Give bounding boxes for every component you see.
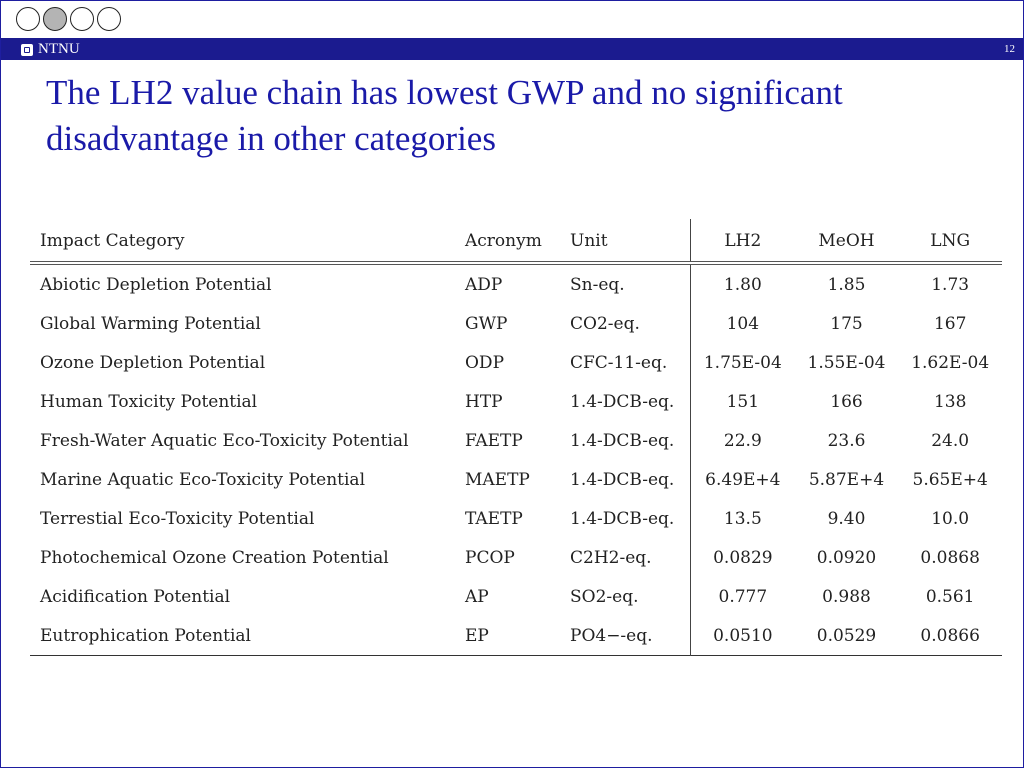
- logo-text: NTNU: [38, 41, 80, 57]
- cell-acronym: FAETP: [465, 430, 523, 451]
- cell-meoh: 9.40: [827, 508, 866, 529]
- table-row: Fresh-Water Aquatic Eco-Toxicity Potenti…: [30, 421, 1002, 460]
- header-lng: LNG: [930, 231, 971, 251]
- header-meoh: MeOH: [818, 231, 875, 251]
- slide-title: The LH2 value chain has lowest GWP and n…: [46, 70, 986, 162]
- table-row: Ozone Depletion Potential ODP CFC-11-eq. 1.…: [30, 343, 1002, 382]
- cell-acronym: HTP: [465, 391, 503, 412]
- nav-circle-icon[interactable]: [16, 7, 40, 31]
- cell-acronym: TAETP: [465, 508, 523, 529]
- ntnu-logo-icon: [21, 43, 33, 56]
- table-row: Abiotic Depletion Potential ADP Sn-eq. 1.80…: [30, 263, 1002, 304]
- cell-lh2: 151: [689, 382, 795, 421]
- cell-lng: 1.73: [931, 274, 970, 295]
- table-row: Eutrophication Potential EP PO4−-eq. 0.0510…: [30, 616, 1002, 656]
- cell-unit: 1.4-DCB-eq.: [570, 430, 675, 451]
- cell-category: Terrestial Eco-Toxicity Potential: [40, 508, 315, 529]
- cell-meoh: 1.55E-04: [807, 352, 886, 373]
- slide-navigation: [16, 7, 121, 31]
- header-lh2: LH2: [689, 219, 795, 263]
- header-bar: NTNU 12: [1, 38, 1023, 60]
- cell-category: Acidification Potential: [40, 586, 231, 607]
- cell-category: Eutrophication Potential: [40, 625, 251, 646]
- table-row: Marine Aquatic Eco-Toxicity Potential MAE…: [30, 460, 1002, 499]
- cell-lh2: 1.75E-04: [689, 343, 795, 382]
- cell-category: Global Warming Potential: [40, 313, 261, 334]
- cell-meoh: 5.87E+4: [808, 469, 885, 490]
- cell-unit: CO2-eq.: [570, 313, 640, 334]
- cell-category: Photochemical Ozone Creation Potential: [40, 547, 389, 568]
- cell-category: Abiotic Depletion Potential: [40, 274, 272, 295]
- table-row: Human Toxicity Potential HTP 1.4-DCB-eq. 15…: [30, 382, 1002, 421]
- cell-lng: 0.0866: [920, 625, 980, 646]
- cell-lng: 167: [933, 313, 967, 334]
- cell-meoh: 0.0529: [816, 625, 877, 646]
- cell-lh2: 1.80: [689, 263, 795, 304]
- cell-unit: 1.4-DCB-eq.: [570, 391, 675, 412]
- table-header-row: Impact Category Acronym Unit LH2 MeOH LN…: [30, 219, 1002, 263]
- table-row: Global Warming Potential GWP CO2-eq. 104 175…: [30, 304, 1002, 343]
- cell-unit: 1.4-DCB-eq.: [570, 508, 675, 529]
- table-row: Photochemical Ozone Creation Potential PC…: [30, 538, 1002, 577]
- impact-table: Impact Category Acronym Unit LH2 MeOH LN…: [30, 219, 1002, 656]
- cell-category: Ozone Depletion Potential: [40, 352, 266, 373]
- cell-category: Human Toxicity Potential: [40, 391, 258, 412]
- title-line-1: The LH2 value chain has lowest GWP and n…: [46, 73, 843, 112]
- cell-lh2: 6.49E+4: [689, 460, 795, 499]
- cell-lng: 5.65E+4: [912, 469, 988, 490]
- table-row: Terrestial Eco-Toxicity Potential TAETP 1.…: [30, 499, 1002, 538]
- cell-lng: 10.0: [931, 508, 970, 529]
- nav-circle-icon[interactable]: [70, 7, 94, 31]
- cell-lng: 24.0: [931, 430, 970, 451]
- cell-unit: Sn-eq.: [570, 274, 625, 295]
- cell-meoh: 175: [830, 313, 863, 334]
- cell-meoh: 166: [830, 391, 863, 412]
- cell-meoh: 1.85: [827, 274, 866, 295]
- cell-category: Marine Aquatic Eco-Toxicity Potential: [40, 469, 366, 490]
- cell-meoh: 0.0920: [816, 547, 877, 568]
- logo: NTNU: [21, 41, 80, 58]
- cell-meoh: 23.6: [827, 430, 866, 451]
- header-acronym: Acronym: [465, 231, 542, 251]
- cell-unit: PO4−-eq.: [570, 625, 653, 646]
- cell-acronym: PCOP: [465, 547, 515, 568]
- cell-acronym: AP: [465, 586, 489, 607]
- cell-acronym: ODP: [465, 352, 505, 373]
- cell-meoh: 0.988: [822, 586, 871, 607]
- cell-acronym: GWP: [465, 313, 508, 334]
- header-impact-category: Impact Category: [40, 231, 185, 251]
- cell-unit: 1.4-DCB-eq.: [570, 469, 675, 490]
- cell-lng: 0.561: [925, 586, 975, 607]
- cell-lh2: 13.5: [689, 499, 795, 538]
- nav-circle-icon[interactable]: [97, 7, 121, 31]
- cell-unit: SO2-eq.: [570, 586, 639, 607]
- nav-circle-active-icon[interactable]: [43, 7, 67, 31]
- cell-lh2: 0.0829: [689, 538, 795, 577]
- cell-lng: 0.0868: [920, 547, 980, 568]
- page-number: 12: [1004, 43, 1015, 55]
- cell-acronym: MAETP: [465, 469, 530, 490]
- header-unit: Unit: [570, 231, 608, 251]
- title-line-2: disadvantage in other categories: [46, 119, 496, 158]
- cell-lng: 138: [933, 391, 967, 412]
- cell-lh2: 0.777: [689, 577, 795, 616]
- cell-acronym: ADP: [465, 274, 503, 295]
- cell-unit: C2H2-eq.: [570, 547, 652, 568]
- cell-category: Fresh-Water Aquatic Eco-Toxicity Potenti…: [40, 430, 409, 451]
- cell-lh2: 0.0510: [689, 616, 795, 656]
- cell-lh2: 104: [689, 304, 795, 343]
- cell-unit: CFC-11-eq.: [570, 352, 668, 373]
- cell-lh2: 22.9: [689, 421, 795, 460]
- cell-acronym: EP: [465, 625, 489, 646]
- table-row: Acidification Potential AP SO2-eq. 0.777 0.9…: [30, 577, 1002, 616]
- cell-lng: 1.62E-04: [911, 352, 990, 373]
